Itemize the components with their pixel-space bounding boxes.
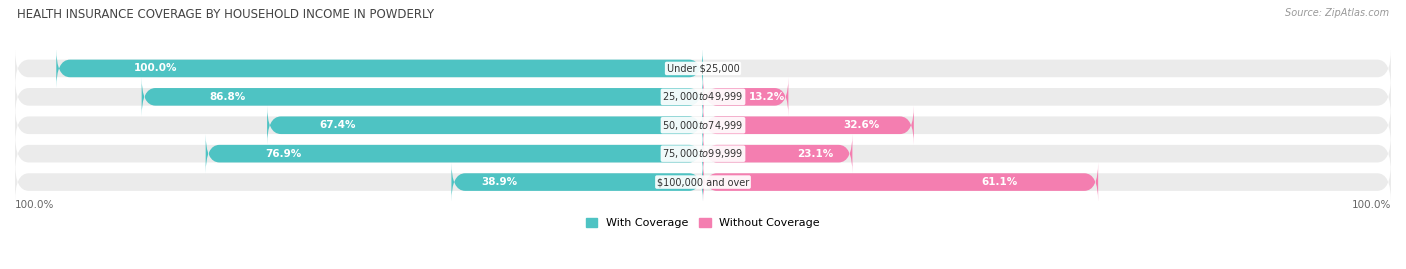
Text: 86.8%: 86.8% [209, 92, 245, 102]
Text: Source: ZipAtlas.com: Source: ZipAtlas.com [1285, 8, 1389, 18]
Legend: With Coverage, Without Coverage: With Coverage, Without Coverage [586, 218, 820, 228]
FancyBboxPatch shape [15, 49, 1391, 88]
Text: $50,000 to $74,999: $50,000 to $74,999 [662, 119, 744, 132]
Text: HEALTH INSURANCE COVERAGE BY HOUSEHOLD INCOME IN POWDERLY: HEALTH INSURANCE COVERAGE BY HOUSEHOLD I… [17, 8, 434, 21]
FancyBboxPatch shape [56, 49, 703, 88]
Text: 100.0%: 100.0% [15, 200, 55, 210]
Text: 23.1%: 23.1% [797, 149, 834, 159]
Text: $75,000 to $99,999: $75,000 to $99,999 [662, 147, 744, 160]
Text: 61.1%: 61.1% [981, 177, 1018, 187]
Text: 13.2%: 13.2% [749, 92, 785, 102]
FancyBboxPatch shape [142, 77, 703, 116]
FancyBboxPatch shape [703, 162, 1098, 202]
FancyBboxPatch shape [15, 162, 1391, 202]
FancyBboxPatch shape [267, 106, 703, 145]
FancyBboxPatch shape [451, 162, 703, 202]
Text: $100,000 and over: $100,000 and over [657, 177, 749, 187]
FancyBboxPatch shape [703, 77, 789, 116]
Text: 38.9%: 38.9% [482, 177, 517, 187]
FancyBboxPatch shape [205, 134, 703, 173]
FancyBboxPatch shape [703, 134, 852, 173]
FancyBboxPatch shape [15, 77, 1391, 116]
Text: $25,000 to $49,999: $25,000 to $49,999 [662, 90, 744, 103]
Text: 100.0%: 100.0% [1351, 200, 1391, 210]
FancyBboxPatch shape [15, 106, 1391, 145]
Text: 76.9%: 76.9% [266, 149, 302, 159]
FancyBboxPatch shape [703, 106, 914, 145]
FancyBboxPatch shape [15, 134, 1391, 173]
Text: 32.6%: 32.6% [844, 120, 879, 130]
Text: 100.0%: 100.0% [134, 63, 177, 73]
Text: 67.4%: 67.4% [319, 120, 356, 130]
Text: Under $25,000: Under $25,000 [666, 63, 740, 73]
